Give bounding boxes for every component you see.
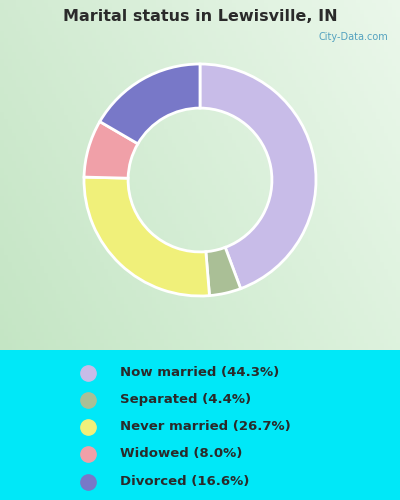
Wedge shape bbox=[84, 122, 138, 178]
Wedge shape bbox=[200, 64, 316, 288]
Text: City-Data.com: City-Data.com bbox=[318, 32, 388, 42]
Wedge shape bbox=[206, 248, 241, 296]
Text: Separated (4.4%): Separated (4.4%) bbox=[120, 393, 251, 406]
Wedge shape bbox=[100, 64, 200, 144]
Text: Never married (26.7%): Never married (26.7%) bbox=[120, 420, 291, 433]
Wedge shape bbox=[84, 177, 210, 296]
Text: Marital status in Lewisville, IN: Marital status in Lewisville, IN bbox=[63, 8, 337, 24]
Text: Now married (44.3%): Now married (44.3%) bbox=[120, 366, 279, 379]
Text: Widowed (8.0%): Widowed (8.0%) bbox=[120, 447, 242, 460]
Text: Divorced (16.6%): Divorced (16.6%) bbox=[120, 476, 249, 488]
